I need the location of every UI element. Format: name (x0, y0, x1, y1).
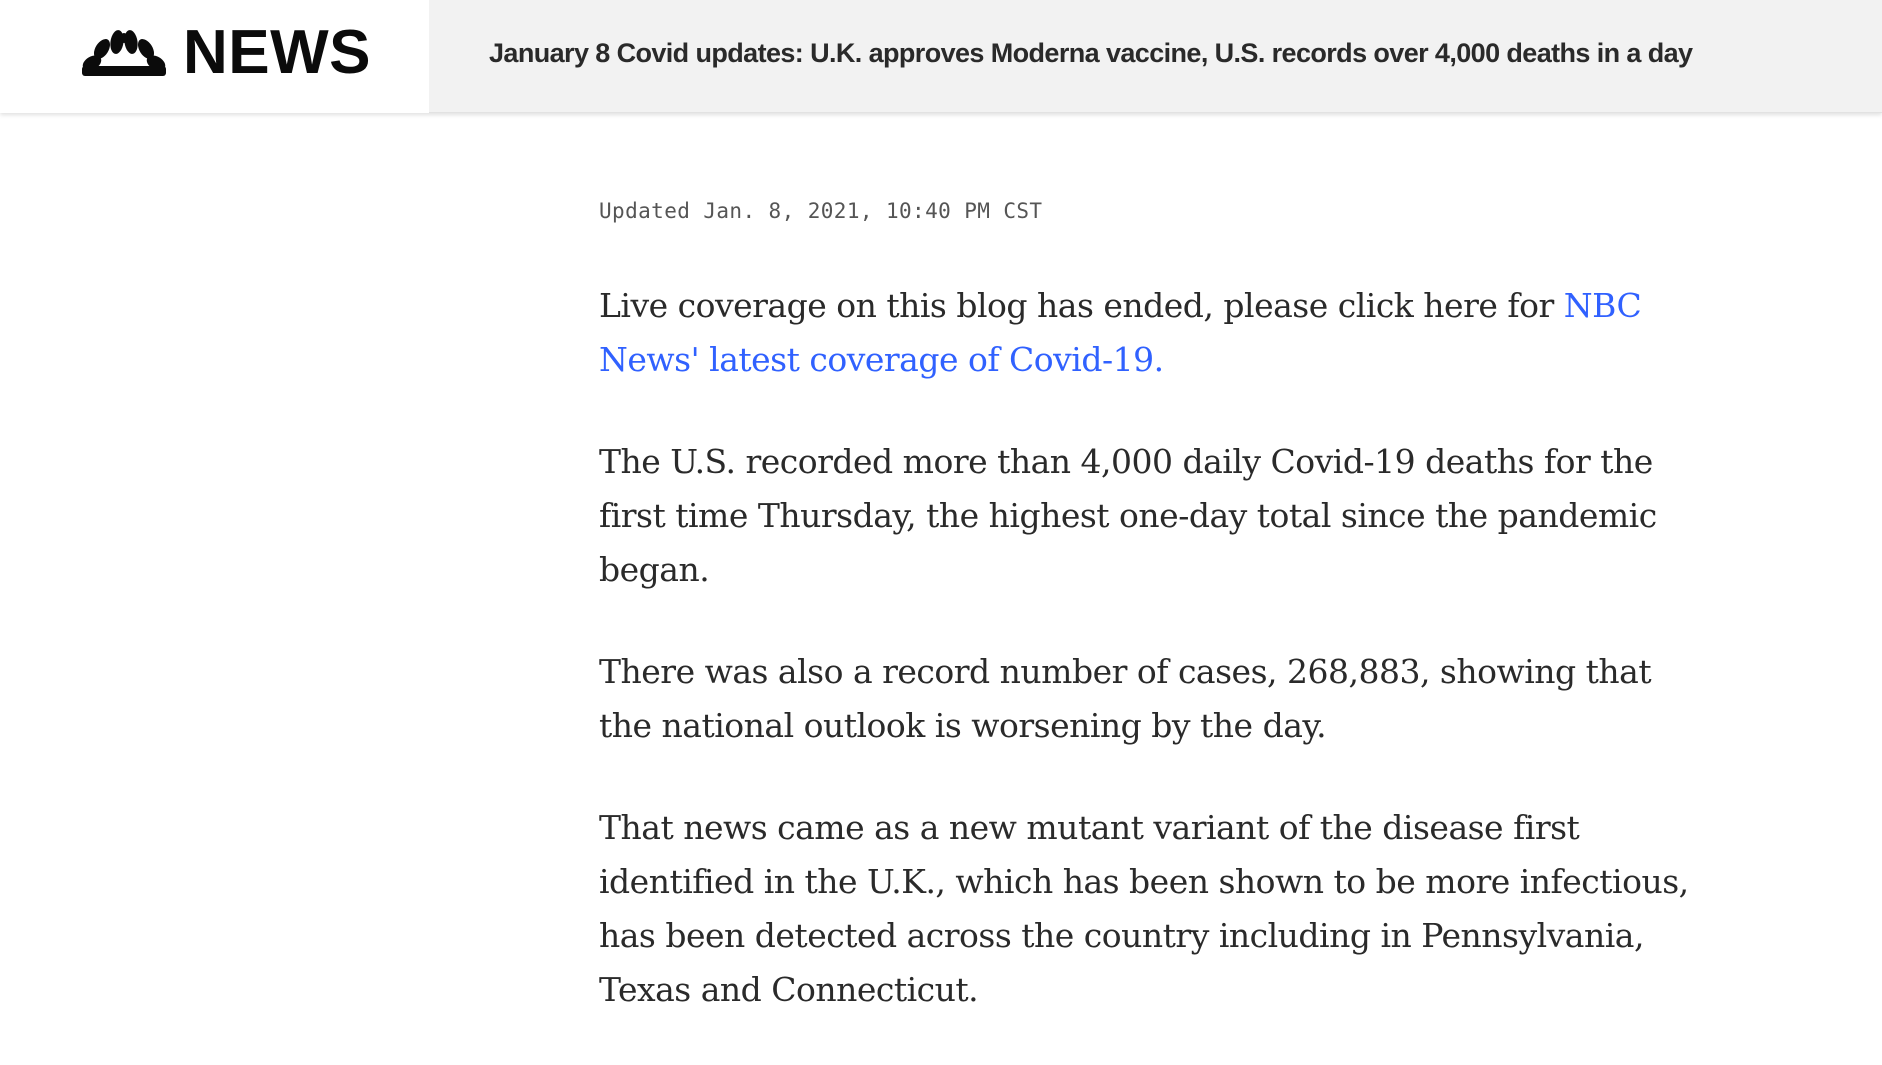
nbc-peacock-icon (82, 30, 166, 76)
article-body: Updated Jan. 8, 2021, 10:40 PM CST Live … (599, 195, 1709, 1065)
page-headline: January 8 Covid updates: U.K. approves M… (489, 38, 1693, 68)
brand-wordmark: NEWS (183, 18, 371, 87)
updated-timestamp: Updated Jan. 8, 2021, 10:40 PM CST (599, 199, 1043, 223)
latest-coverage-link[interactable]: NBC News' latest coverage of Covid-19. (599, 286, 1642, 379)
logo-link[interactable]: NEWS (0, 0, 429, 113)
article-paragraph: There was also a record number of cases,… (599, 652, 1652, 745)
intro-paragraph: Live coverage on this blog has ended, pl… (599, 279, 1709, 387)
article-paragraph: That news came as a new mutant variant o… (599, 808, 1689, 1009)
article-paragraph: The U.S. recorded more than 4,000 daily … (599, 442, 1657, 589)
intro-text: Live coverage on this blog has ended, pl… (599, 286, 1564, 325)
site-header: NEWS January 8 Covid updates: U.K. appro… (0, 0, 1882, 113)
